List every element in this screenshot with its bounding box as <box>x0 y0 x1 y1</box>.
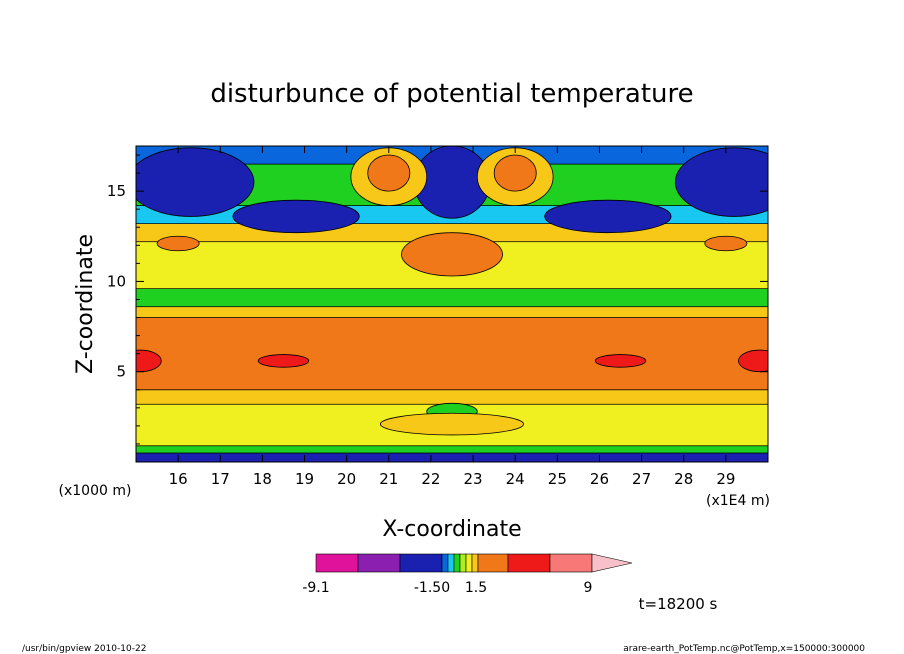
x-tick-label-22: 22 <box>421 470 440 488</box>
x-tick-label-27: 27 <box>632 470 651 488</box>
colorbar-swatch-6 <box>459 553 467 573</box>
contour-band-3 <box>136 389 768 405</box>
x-tick-label-29: 29 <box>716 470 735 488</box>
chart-title: disturbunce of potential temperature <box>210 79 693 109</box>
colorbar-swatch-11 <box>549 553 593 573</box>
y-tick-label-10: 10 <box>107 272 126 290</box>
contour-region-9 <box>401 232 503 277</box>
y-axis-unit: (x1000 m) <box>59 483 132 499</box>
colorbar-swatch-1 <box>357 553 401 573</box>
y-axis: 5 10 15 <box>107 154 768 445</box>
colorbar-labels: -9.1 -1.50 1.5 9 <box>302 580 592 596</box>
colorbar-swatch-9 <box>477 553 509 573</box>
y-axis-label: Z-coordinate <box>73 234 98 374</box>
x-tick-label-16: 16 <box>169 470 188 488</box>
colorbar-label-neg: -1.50 <box>414 580 450 596</box>
contour-band-1 <box>136 445 768 454</box>
x-tick-label-24: 24 <box>506 470 525 488</box>
x-tick-label-25: 25 <box>548 470 567 488</box>
contour-band-6 <box>136 288 768 308</box>
y-tick-label-5: 5 <box>116 363 126 381</box>
colorbar-swatch-2 <box>399 553 443 573</box>
colorbar-swatch-5 <box>453 553 461 573</box>
colorbar-swatch-4 <box>447 553 455 573</box>
colorbar-swatch-3 <box>441 553 449 573</box>
contour-region-7 <box>367 154 411 192</box>
colorbar <box>315 553 633 573</box>
colorbar-label-max: 9 <box>584 580 593 596</box>
colorbar-swatch-7 <box>465 553 473 573</box>
contour-region-15 <box>594 354 647 368</box>
y-tick-label-15: 15 <box>107 182 126 200</box>
x-axis-label: X-coordinate <box>382 517 521 542</box>
time-label: t=18200 s <box>639 595 718 613</box>
contour-region-13 <box>738 349 768 373</box>
contour-region-8 <box>493 154 537 192</box>
x-tick-label-18: 18 <box>253 470 272 488</box>
x-axis-unit: (x1E4 m) <box>706 493 770 509</box>
contour-band-4 <box>136 317 768 391</box>
x-tick-label-19: 19 <box>295 470 314 488</box>
plot-area <box>136 146 768 462</box>
colorbar-label-pos: 1.5 <box>465 580 487 596</box>
x-tick-label-21: 21 <box>379 470 398 488</box>
colorbar-swatch-8 <box>471 553 479 573</box>
contour-band-5 <box>136 306 768 318</box>
plot-frame <box>135 145 769 463</box>
contour-region-3 <box>232 199 360 234</box>
colorbar-label-min: -9.1 <box>302 580 329 596</box>
contour-region-0 <box>136 147 255 217</box>
colorbar-arrow <box>591 553 633 573</box>
contour-region-14 <box>257 354 310 368</box>
x-tick-label-17: 17 <box>211 470 230 488</box>
colorbar-swatch-0 <box>315 553 359 573</box>
contour-region-10 <box>156 235 200 252</box>
x-tick-label-23: 23 <box>464 470 483 488</box>
contour-region-1 <box>674 147 768 217</box>
contour-region-4 <box>544 199 672 234</box>
colorbar-swatch-10 <box>507 553 551 573</box>
contour-region-17 <box>379 412 525 436</box>
contour-band-0 <box>136 452 768 462</box>
x-tick-label-26: 26 <box>590 470 609 488</box>
contour-region-11 <box>704 235 748 252</box>
x-axis: 16 17 18 19 20 21 22 23 24 25 26 27 28 29 <box>169 146 735 488</box>
footer-source: arare-earth_PotTemp.nc@PotTemp,x=150000:… <box>623 644 865 654</box>
footer-program: /usr/bin/gpview 2010-10-22 <box>22 644 146 654</box>
x-tick-label-28: 28 <box>674 470 693 488</box>
x-tick-label-20: 20 <box>337 470 356 488</box>
